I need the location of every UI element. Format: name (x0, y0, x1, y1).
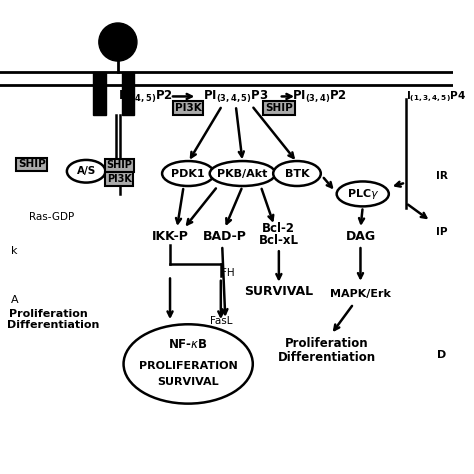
Text: Bcl-2: Bcl-2 (262, 222, 295, 235)
Text: $\mathbf{PI_{(3,4)}P2}$: $\mathbf{PI_{(3,4)}P2}$ (292, 89, 347, 104)
Text: Differentiation: Differentiation (7, 320, 99, 330)
Text: SURVIVAL: SURVIVAL (157, 377, 219, 387)
Text: SHIP: SHIP (106, 160, 132, 170)
Ellipse shape (273, 161, 321, 186)
Text: A: A (11, 295, 19, 305)
Text: Differentiation: Differentiation (277, 351, 375, 364)
Ellipse shape (67, 160, 105, 182)
Text: Proliferation: Proliferation (9, 309, 88, 319)
Text: Ras-GDP: Ras-GDP (29, 211, 75, 222)
Text: D: D (438, 350, 447, 360)
Text: k: k (11, 246, 18, 255)
Text: A/S: A/S (76, 166, 96, 176)
Text: Proliferation: Proliferation (285, 337, 368, 350)
Text: IR: IR (436, 171, 448, 181)
Ellipse shape (162, 161, 214, 186)
Text: SURVIVAL: SURVIVAL (244, 285, 313, 298)
Text: IKK-P: IKK-P (152, 230, 189, 244)
Text: PKB/Akt: PKB/Akt (218, 169, 268, 179)
Circle shape (99, 23, 137, 61)
Bar (121, 72, 134, 115)
Text: $\mathbf{I_{(1,3,4,5)}P4}$: $\mathbf{I_{(1,3,4,5)}P4}$ (406, 89, 466, 104)
Text: $\mathbf{PI_{(3,4,5)}P3}$: $\mathbf{PI_{(3,4,5)}P3}$ (203, 89, 268, 104)
Text: $\mathbf{PI_{(4,5)}P2}$: $\mathbf{PI_{(4,5)}P2}$ (118, 89, 173, 104)
Text: BAD-P: BAD-P (202, 230, 246, 244)
Text: FH: FH (221, 268, 235, 278)
Text: IP: IP (437, 228, 448, 237)
Text: SHIP: SHIP (265, 103, 293, 113)
Ellipse shape (337, 182, 389, 206)
Text: Bcl-xL: Bcl-xL (259, 234, 299, 247)
Text: SHIP: SHIP (18, 159, 46, 169)
Text: PROLIFERATION: PROLIFERATION (139, 361, 237, 371)
Text: PI3K: PI3K (175, 103, 201, 113)
Text: NF-$\kappa$B: NF-$\kappa$B (168, 338, 208, 351)
Bar (93, 72, 106, 115)
Text: PLC$\gamma$: PLC$\gamma$ (346, 187, 379, 201)
Text: PI3K: PI3K (107, 174, 132, 184)
Ellipse shape (124, 324, 253, 404)
Text: BTK: BTK (285, 169, 310, 179)
Text: PDK1: PDK1 (172, 169, 205, 179)
Text: DAG: DAG (346, 230, 375, 244)
Text: MAPK/Erk: MAPK/Erk (330, 289, 391, 299)
Text: FasL: FasL (210, 316, 232, 326)
Ellipse shape (210, 161, 275, 186)
